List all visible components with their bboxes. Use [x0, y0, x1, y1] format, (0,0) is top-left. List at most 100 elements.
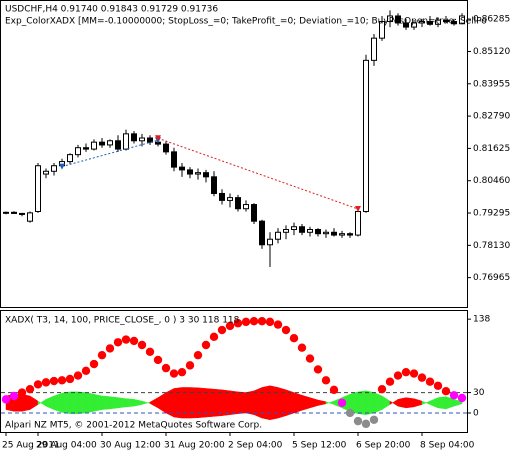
candle-body [267, 238, 273, 246]
adx-dot [73, 371, 83, 380]
di-fill [61, 391, 71, 414]
candle-body [171, 151, 177, 168]
candle-body [451, 21, 457, 25]
trade-line [61, 139, 159, 168]
candle-body [323, 231, 329, 235]
candle-body [3, 211, 9, 214]
y-tick-label: 138 [473, 315, 490, 325]
x-tick-label: 31 Aug 20:00 [164, 441, 225, 451]
adx-dot [369, 415, 379, 424]
adx-dot [153, 355, 163, 365]
candle-body [83, 147, 89, 150]
candle-body [75, 147, 81, 156]
y-tick-label: 0.81625 [473, 144, 510, 154]
adx-dot [161, 363, 171, 373]
candle-body [147, 137, 153, 143]
adx-dot [217, 325, 227, 335]
candle-body [379, 21, 385, 39]
candle-body [355, 210, 361, 236]
candle-body [283, 229, 289, 233]
adx-dot [313, 365, 323, 374]
di-fill [93, 393, 103, 412]
adx-dot [89, 359, 99, 369]
candle-body [291, 226, 297, 231]
adx-dot [329, 385, 339, 395]
di-fill [69, 391, 79, 414]
di-fill [85, 392, 95, 414]
trade-arrow [59, 163, 65, 170]
adx-dot [393, 371, 403, 380]
candle-body [419, 21, 425, 24]
adx-dot [401, 367, 411, 377]
copyright: Alpari NZ MT5, © 2001-2012 MetaQuotes So… [5, 421, 262, 431]
candle-body [435, 19, 441, 25]
adx-dot [137, 340, 147, 350]
di-fill [237, 391, 247, 414]
adx-dot [113, 338, 123, 347]
expert-label: Exp_ColorXADX [MM=-0.10000000; StopLoss_… [5, 17, 487, 27]
di-fill [53, 392, 63, 413]
candle-body [235, 197, 241, 210]
candle-body [299, 226, 305, 233]
di-fill [101, 395, 111, 410]
di-fill [181, 387, 191, 419]
adx-dot [121, 335, 131, 344]
y-tick-label: 0.83955 [473, 79, 510, 89]
x-tick-label: 2 Sep 04:00 [228, 441, 283, 451]
adx-dot [65, 374, 75, 384]
trade-arrow [355, 205, 361, 212]
adx-dot [289, 333, 299, 343]
chart-title: USDCHF,H4 0.91740 0.91843 0.91729 0.9173… [5, 5, 218, 15]
adx-dot [57, 376, 67, 385]
candle-body [131, 133, 137, 142]
di-fill [293, 392, 303, 414]
adx-dot [385, 377, 395, 386]
candle-body [331, 231, 337, 236]
candle-body [43, 170, 49, 175]
adx-dot [249, 316, 259, 326]
main-frame [0, 0, 468, 308]
adx-dot [1, 395, 11, 404]
adx-dot [449, 391, 459, 400]
di-fill [373, 392, 383, 414]
adx-dot [17, 388, 27, 397]
di-fill [109, 396, 119, 410]
indicator-plot [1, 316, 467, 429]
adx-dot [417, 373, 427, 382]
adx-dot [193, 350, 203, 360]
y-tick-label: 0 [473, 408, 479, 418]
candle-body [163, 143, 169, 153]
adx-dot [425, 377, 435, 386]
di-fill [117, 397, 127, 409]
candle-body [363, 59, 369, 212]
candle-body [259, 220, 265, 246]
candle-body [19, 212, 25, 215]
x-tick-label: 25 Aug 2011 [2, 441, 60, 451]
candle-body [99, 141, 105, 146]
adx-dot [97, 350, 107, 360]
adx-dot [457, 393, 467, 403]
adx-dot [297, 343, 307, 352]
x-tick-label: 30 Aug 12:00 [100, 441, 161, 451]
adx-dot [225, 321, 235, 331]
candle-body [187, 169, 193, 175]
candle-body [459, 15, 465, 25]
candle-body [387, 15, 393, 23]
y-tick-label: 0.85120 [473, 47, 510, 57]
adx-dot [49, 376, 59, 386]
adx-dot [33, 380, 43, 389]
candle-body [107, 140, 113, 146]
candle-body [91, 141, 97, 150]
y-tick-label: 0.82790 [473, 112, 510, 122]
di-fill [221, 389, 231, 416]
adx-dot [201, 340, 211, 350]
adx-dot [185, 361, 195, 370]
x-tick-label: 6 Sep 20:00 [356, 441, 411, 451]
candle-body [243, 204, 249, 210]
di-fill [253, 387, 263, 419]
adx-dot [361, 419, 371, 429]
di-fill [365, 390, 375, 415]
x-tick-label: 8 Sep 04:00 [420, 441, 475, 451]
